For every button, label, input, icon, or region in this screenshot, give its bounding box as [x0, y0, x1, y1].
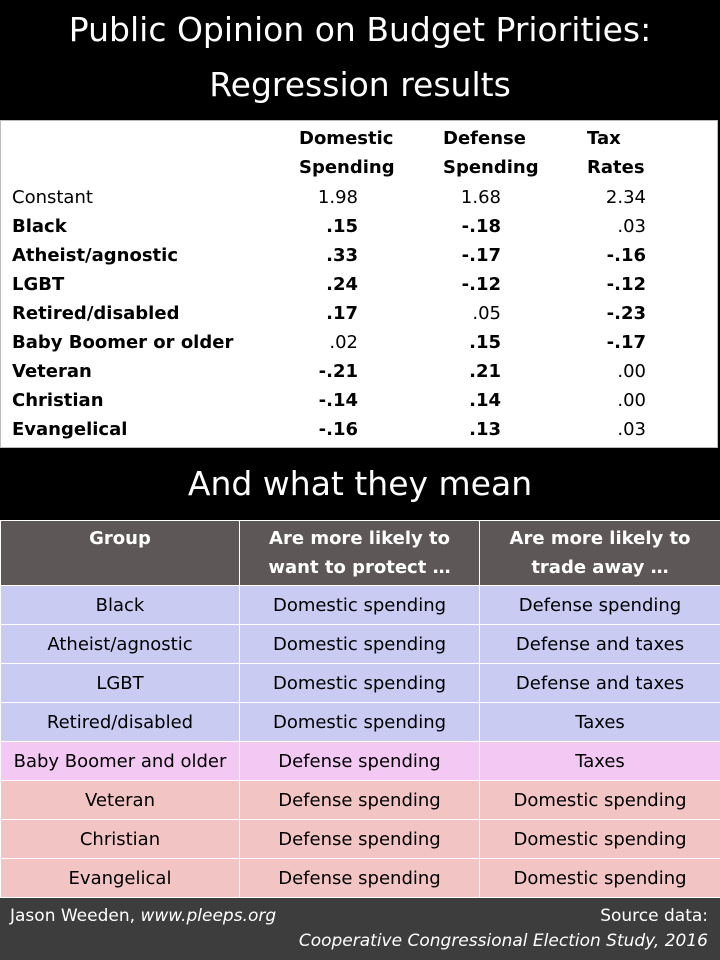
group-cell: Christian — [0, 819, 240, 859]
row-label: LGBT — [12, 274, 65, 295]
col-header-defense: Defense Spending — [443, 128, 539, 178]
meaning-row: Black Domestic spending Defense spending — [0, 585, 720, 625]
coefficient-cell: -.23 — [606, 303, 646, 324]
regression-row: Atheist/agnostic .33 -.17 -.16 — [1, 241, 719, 270]
coefficient-cell: .00 — [617, 390, 646, 411]
header-group: Group — [0, 520, 240, 586]
group-cell: Evangelical — [0, 858, 240, 898]
meaning-row: Retired/disabled Domestic spending Taxes — [0, 702, 720, 742]
coefficient-cell: .02 — [329, 332, 358, 353]
regression-row: Constant 1.98 1.68 2.34 — [1, 183, 719, 212]
coefficient-cell: -.21 — [318, 361, 358, 382]
coefficient-cell: .03 — [617, 419, 646, 440]
trade-cell: Domestic spending — [479, 780, 720, 820]
meaning-row: Baby Boomer and older Defense spending Tax… — [0, 741, 720, 781]
meaning-row: Christian Defense spending Domestic spendi… — [0, 819, 720, 859]
row-label: Retired/disabled — [12, 303, 180, 324]
meaning-row: LGBT Domestic spending Defense and taxes — [0, 663, 720, 703]
trade-cell: Taxes — [479, 741, 720, 781]
meaning-title: And what they mean — [0, 448, 720, 520]
coefficient-cell: .17 — [326, 303, 358, 324]
coefficient-cell: .15 — [469, 332, 501, 353]
footer: Jason Weeden, www.pleeps.org Source data… — [0, 898, 720, 960]
coefficient-cell: -.12 — [606, 274, 646, 295]
title-line-1: Public Opinion on Budget Priorities: — [68, 10, 652, 49]
meaning-row: Veteran Defense spending Domestic spending — [0, 780, 720, 820]
group-cell: Veteran — [0, 780, 240, 820]
author-credit: Jason Weeden, www.pleeps.org — [10, 906, 277, 926]
protect-cell: Defense spending — [239, 741, 480, 781]
protect-cell: Defense spending — [239, 819, 480, 859]
coefficient-cell: .14 — [469, 390, 501, 411]
regression-row: Black .15 -.18 .03 — [1, 212, 719, 241]
protect-cell: Domestic spending — [239, 624, 480, 664]
header-protect: Are more likely to want to protect … — [239, 520, 480, 586]
website-link[interactable]: www.pleeps.org — [140, 906, 277, 926]
coefficient-cell: 1.68 — [460, 187, 501, 208]
meaning-header-row: Group Are more likely to want to protect… — [0, 520, 720, 586]
trade-cell: Domestic spending — [479, 858, 720, 898]
protect-cell: Domestic spending — [239, 663, 480, 703]
meaning-table: Group Are more likely to want to protect… — [0, 520, 720, 898]
meaning-row: Atheist/agnostic Domestic spending Defense… — [0, 624, 720, 664]
group-cell: LGBT — [0, 663, 240, 703]
trade-cell: Defense and taxes — [479, 663, 720, 703]
trade-cell: Domestic spending — [479, 819, 720, 859]
row-label: Veteran — [12, 361, 92, 382]
coefficient-cell: -.12 — [461, 274, 501, 295]
protect-cell: Domestic spending — [239, 702, 480, 742]
coefficient-cell: -.18 — [461, 216, 501, 237]
regression-row: LGBT .24 -.12 -.12 — [1, 270, 719, 299]
trade-cell: Defense spending — [479, 585, 720, 625]
coefficient-cell: 2.34 — [605, 187, 646, 208]
coefficient-cell: 1.98 — [317, 187, 358, 208]
row-label: Evangelical — [12, 419, 128, 440]
protect-cell: Defense spending — [239, 780, 480, 820]
trade-cell: Defense and taxes — [479, 624, 720, 664]
regression-row: Veteran -.21 .21 .00 — [1, 357, 719, 386]
protect-cell: Domestic spending — [239, 585, 480, 625]
group-cell: Retired/disabled — [0, 702, 240, 742]
group-cell: Black — [0, 585, 240, 625]
coefficient-cell: -.14 — [318, 390, 358, 411]
row-label: Atheist/agnostic — [12, 245, 178, 266]
title-line-2: Regression results — [209, 65, 511, 104]
row-label: Black — [12, 216, 67, 237]
regression-row: Retired/disabled .17 .05 -.23 — [1, 299, 719, 328]
source-citation: Cooperative Congressional Election Study… — [298, 931, 708, 951]
header-trade: Are more likely to trade away … — [479, 520, 720, 586]
coefficient-cell: .24 — [326, 274, 358, 295]
regression-table: Domestic Spending Defense Spending Tax R… — [0, 120, 718, 448]
row-label: Constant — [12, 187, 93, 208]
row-label: Baby Boomer or older — [12, 332, 234, 353]
protect-cell: Defense spending — [239, 858, 480, 898]
coefficient-cell: .00 — [617, 361, 646, 382]
coefficient-cell: .33 — [326, 245, 358, 266]
regression-row: Evangelical -.16 .13 .03 — [1, 415, 719, 444]
title-banner: Public Opinion on Budget Priorities: Reg… — [0, 0, 720, 120]
col-header-domestic: Domestic Spending — [299, 128, 395, 178]
group-cell: Baby Boomer and older — [0, 741, 240, 781]
regression-row: Christian -.14 .14 .00 — [1, 386, 719, 415]
regression-row: Baby Boomer or older .02 .15 -.17 — [1, 328, 719, 357]
col-header-tax: Tax Rates — [587, 128, 645, 178]
coefficient-cell: -.16 — [606, 245, 646, 266]
coefficient-cell: .21 — [469, 361, 501, 382]
coefficient-cell: -.17 — [461, 245, 501, 266]
group-cell: Atheist/agnostic — [0, 624, 240, 664]
coefficient-cell: .13 — [469, 419, 501, 440]
meaning-row: Evangelical Defense spending Domestic spen… — [0, 858, 720, 898]
coefficient-cell: .05 — [472, 303, 501, 324]
coefficient-cell: .03 — [617, 216, 646, 237]
source-label: Source data: — [600, 906, 708, 926]
coefficient-cell: -.16 — [318, 419, 358, 440]
row-label: Christian — [12, 390, 104, 411]
coefficient-cell: -.17 — [606, 332, 646, 353]
coefficient-cell: .15 — [326, 216, 358, 237]
trade-cell: Taxes — [479, 702, 720, 742]
